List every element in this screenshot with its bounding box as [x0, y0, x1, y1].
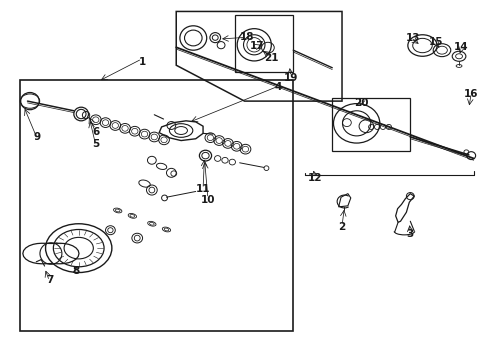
Text: 20: 20 — [353, 98, 368, 108]
Text: 15: 15 — [428, 37, 443, 47]
Text: 14: 14 — [453, 42, 468, 52]
Text: 19: 19 — [283, 73, 297, 83]
Text: 16: 16 — [463, 89, 478, 99]
Text: 17: 17 — [249, 41, 264, 50]
Text: 10: 10 — [200, 195, 215, 205]
Bar — [234, 15, 293, 72]
Text: 4: 4 — [274, 82, 282, 92]
Text: 11: 11 — [195, 184, 210, 194]
Text: 1: 1 — [138, 57, 145, 67]
Text: 2: 2 — [338, 222, 345, 231]
Text: 5: 5 — [92, 139, 99, 149]
Text: 18: 18 — [239, 32, 254, 41]
Text: 13: 13 — [405, 33, 419, 43]
Text: 3: 3 — [406, 229, 413, 239]
Text: 7: 7 — [46, 275, 53, 285]
Text: 12: 12 — [307, 173, 322, 183]
Text: 21: 21 — [264, 53, 278, 63]
Bar — [20, 80, 293, 330]
Text: 9: 9 — [34, 132, 41, 142]
Text: 8: 8 — [73, 266, 80, 276]
Text: 6: 6 — [92, 127, 99, 136]
Bar — [331, 98, 409, 151]
